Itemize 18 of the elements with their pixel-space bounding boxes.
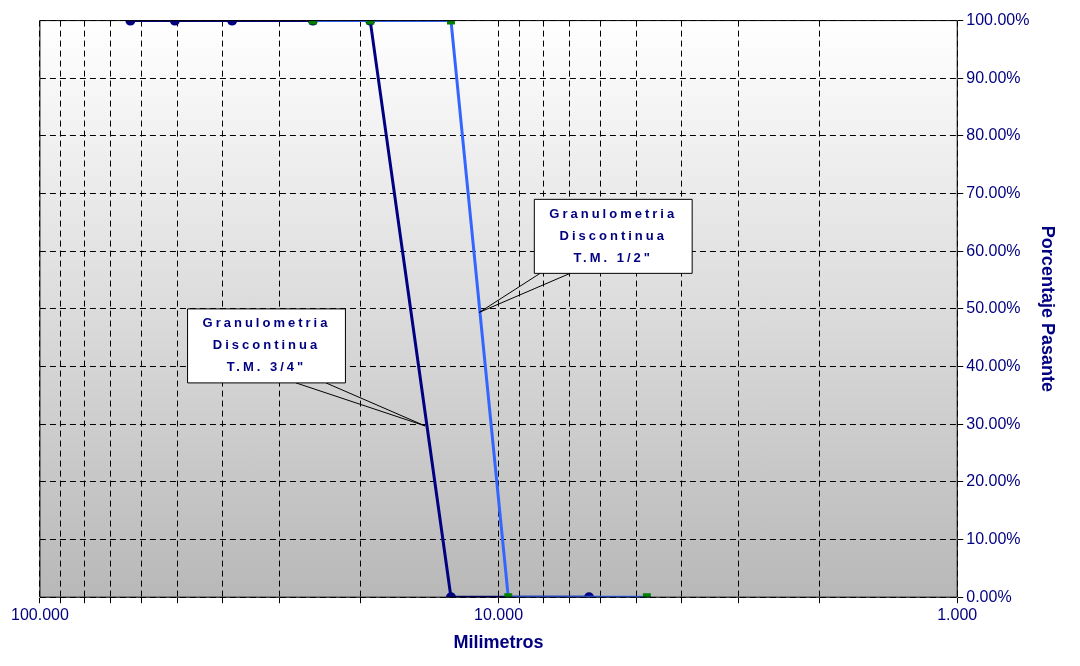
y-tick-label: 50.00%	[966, 299, 1021, 317]
y-tick-label: 0.00%	[966, 587, 1012, 605]
y-tick-label: 70.00%	[966, 183, 1021, 201]
x-tick-label: 1.000	[937, 606, 978, 624]
x-tick-label: 10.000	[474, 606, 524, 624]
y-tick-label: 10.00%	[966, 529, 1021, 547]
x-tick-label: 100.000	[11, 606, 69, 624]
y-axis-title: Porcentaje Pasante	[1038, 225, 1059, 392]
y-tick-label: 90.00%	[966, 68, 1021, 86]
y-tick-label: 40.00%	[966, 356, 1021, 374]
y-tick-label: 100.00%	[966, 11, 1030, 29]
y-tick-label: 80.00%	[966, 126, 1021, 144]
y-tick-label: 30.00%	[966, 414, 1021, 432]
y-tick-label: 60.00%	[966, 241, 1021, 259]
annotation: Granulometria Discontinua T.M. 3/4"	[202, 315, 331, 375]
annotation: Granulometria Discontinua T.M. 1/2"	[549, 205, 678, 265]
x-axis-title: Milimetros	[453, 632, 544, 653]
y-tick-label: 20.00%	[966, 472, 1021, 490]
